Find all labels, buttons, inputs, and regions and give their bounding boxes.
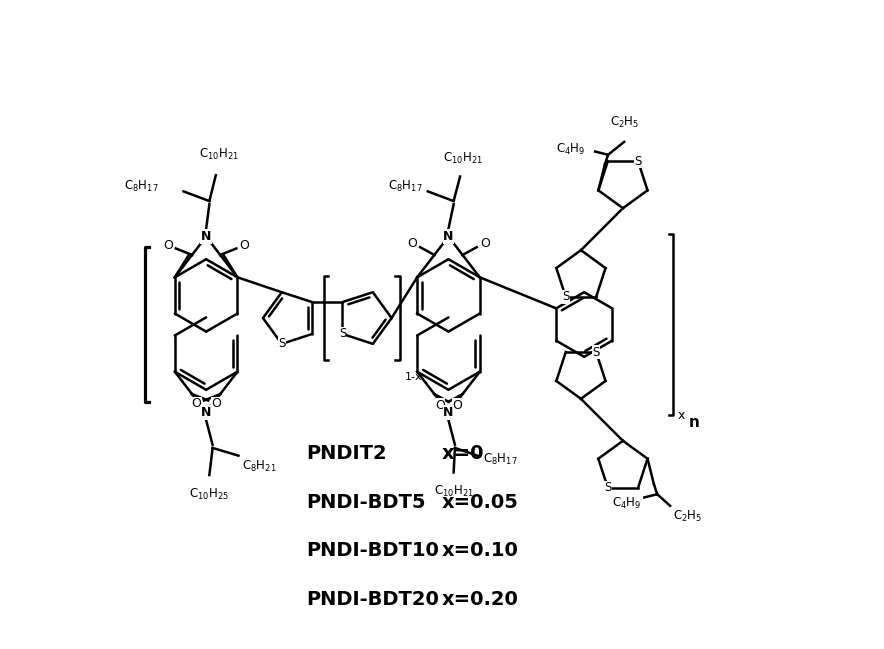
- Text: N: N: [443, 230, 453, 243]
- Text: O: O: [164, 239, 173, 252]
- Text: $\mathsf{C_{10}H_{21}}$: $\mathsf{C_{10}H_{21}}$: [434, 484, 474, 498]
- Text: $\mathsf{C_8H_{17}}$: $\mathsf{C_8H_{17}}$: [125, 178, 159, 194]
- Text: $\mathsf{C_2H_5}$: $\mathsf{C_2H_5}$: [610, 115, 639, 130]
- Text: O: O: [435, 398, 445, 411]
- Text: x: x: [678, 408, 685, 421]
- Text: N: N: [443, 406, 453, 419]
- Text: O: O: [480, 238, 490, 251]
- Text: $\mathsf{C_{10}H_{21}}$: $\mathsf{C_{10}H_{21}}$: [199, 147, 239, 162]
- Text: S: S: [339, 328, 347, 341]
- Text: n: n: [689, 415, 700, 430]
- Text: $\mathsf{C_4H_9}$: $\mathsf{C_4H_9}$: [556, 142, 585, 157]
- Text: N: N: [201, 230, 211, 243]
- Text: O: O: [407, 238, 416, 251]
- Text: $\mathsf{C_{10}H_{21}}$: $\mathsf{C_{10}H_{21}}$: [444, 151, 484, 165]
- Text: PNDI-BDT5: PNDI-BDT5: [306, 493, 426, 511]
- Text: O: O: [452, 398, 462, 411]
- Text: PNDIT2: PNDIT2: [306, 445, 387, 463]
- Text: $\mathsf{C_2H_5}$: $\mathsf{C_2H_5}$: [674, 508, 703, 524]
- Text: x=0.20: x=0.20: [442, 590, 519, 609]
- Text: $\mathsf{C_8H_{17}}$: $\mathsf{C_8H_{17}}$: [483, 452, 517, 467]
- Text: $\mathsf{C_{10}H_{25}}$: $\mathsf{C_{10}H_{25}}$: [189, 487, 229, 502]
- Text: x=0.10: x=0.10: [442, 541, 519, 560]
- Text: x=0.05: x=0.05: [442, 493, 519, 511]
- Text: S: S: [604, 481, 612, 494]
- Text: S: S: [278, 337, 286, 350]
- Text: N: N: [201, 406, 211, 419]
- Text: S: S: [562, 291, 569, 304]
- Text: $\mathsf{C_8H_{21}}$: $\mathsf{C_8H_{21}}$: [241, 459, 277, 474]
- Text: S: S: [635, 155, 642, 168]
- Text: O: O: [211, 397, 221, 410]
- Text: 1-x: 1-x: [405, 372, 423, 382]
- Text: PNDI-BDT10: PNDI-BDT10: [306, 541, 439, 560]
- Text: x=0: x=0: [442, 445, 484, 463]
- Text: O: O: [191, 397, 202, 410]
- Text: S: S: [592, 345, 600, 358]
- Text: O: O: [240, 239, 249, 252]
- Text: $\mathsf{C_4H_9}$: $\mathsf{C_4H_9}$: [612, 496, 641, 511]
- Text: $\mathsf{C_8H_{17}}$: $\mathsf{C_8H_{17}}$: [388, 179, 423, 195]
- Text: PNDI-BDT20: PNDI-BDT20: [306, 590, 439, 609]
